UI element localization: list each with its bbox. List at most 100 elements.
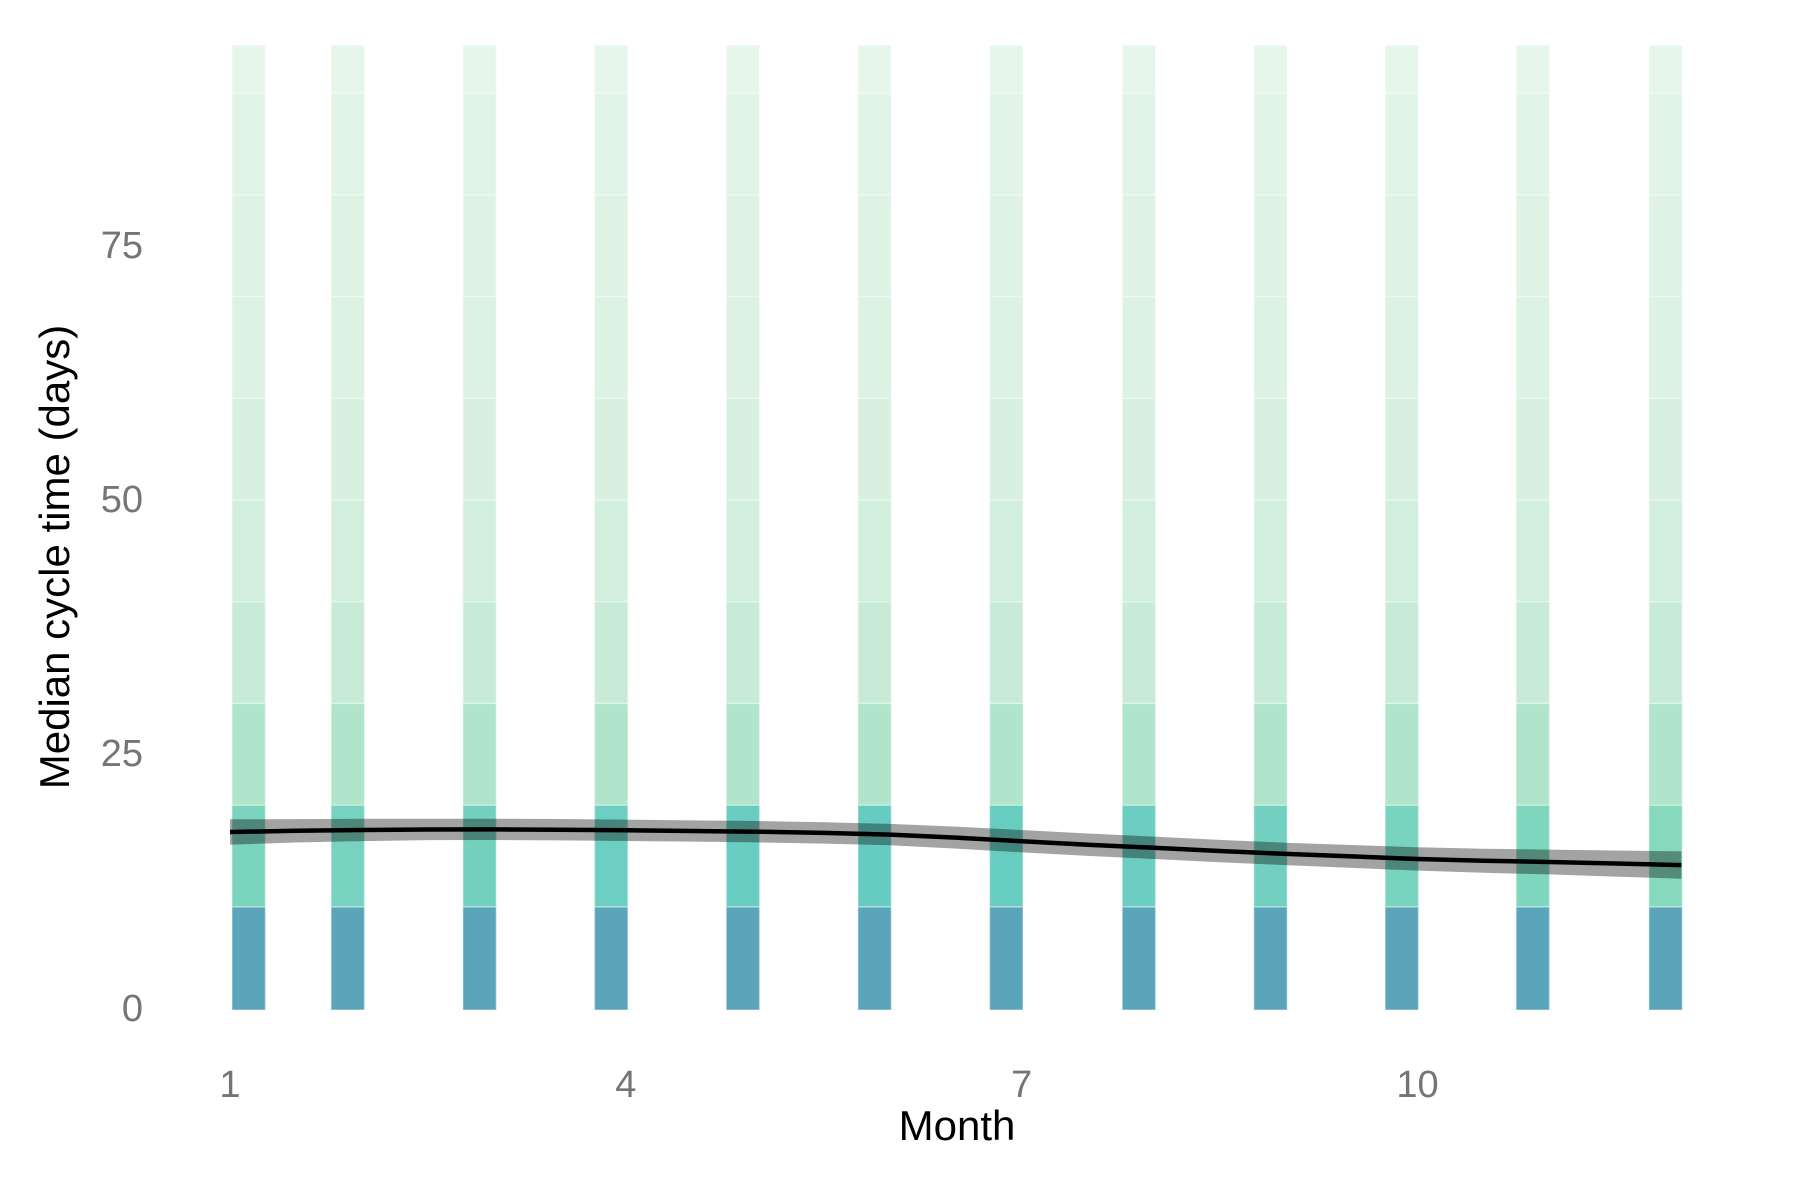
bar-segment — [593, 44, 629, 94]
bar-segment — [1121, 193, 1157, 298]
bar-segment — [1648, 804, 1684, 908]
bar-segment — [988, 92, 1024, 196]
bar-segment — [1384, 295, 1420, 399]
bar-segment — [988, 906, 1024, 1011]
bar-segment — [1121, 702, 1157, 806]
bar-segment — [1253, 702, 1288, 806]
bar-segment — [330, 193, 366, 298]
bar-segment — [1253, 44, 1288, 94]
bar-segment — [231, 193, 267, 298]
bar-segment — [462, 600, 498, 705]
bar-segment — [725, 193, 761, 298]
y-axis-title-text: Median cycle time (days) — [31, 324, 78, 790]
bar-segment — [1648, 906, 1684, 1011]
x-axis-title: Month — [898, 1102, 1016, 1149]
bar-segment — [462, 193, 498, 298]
bar-segment — [1648, 44, 1684, 94]
bar-segment — [462, 295, 498, 399]
bar-segment — [988, 397, 1024, 501]
bar-segment — [725, 804, 761, 908]
bar-segment — [1648, 92, 1684, 196]
bar-segment — [593, 193, 629, 298]
bar-segment — [1121, 499, 1157, 603]
bar-segment — [231, 92, 267, 196]
bar-segment — [1384, 499, 1420, 603]
bar-segment — [1121, 44, 1157, 94]
bar-segment — [1384, 600, 1420, 705]
bar-segment — [857, 44, 893, 94]
bar-segment — [593, 600, 629, 705]
bar-segment — [593, 702, 629, 806]
bar-segment — [1121, 906, 1157, 1011]
bar-segment — [1384, 702, 1420, 806]
bar-segment — [1121, 295, 1157, 399]
bar-segment — [725, 92, 761, 196]
y-tick-label: 0 — [121, 987, 143, 1030]
bar-segment — [857, 702, 893, 806]
bar-segment — [725, 499, 761, 603]
bar-segment — [330, 804, 366, 908]
bar-segment — [462, 499, 498, 603]
bar-segment — [1253, 193, 1288, 298]
bar-segment — [857, 92, 893, 196]
bar-segment — [1253, 92, 1288, 196]
x-tick-label: 7 — [1011, 1064, 1033, 1106]
bar-segment — [231, 906, 267, 1011]
bar-segment — [857, 193, 893, 298]
bar-segment — [330, 92, 366, 196]
bar-segment — [725, 397, 761, 501]
bar-segment — [1121, 804, 1157, 908]
bar-segment — [857, 906, 893, 1011]
bar-segment — [1648, 193, 1684, 298]
bar-segment — [593, 499, 629, 603]
bar-segment — [1121, 600, 1157, 705]
bar-segment — [1253, 295, 1288, 399]
bar-segment — [330, 702, 366, 806]
bar-segment — [725, 906, 761, 1011]
bar-segment — [231, 295, 267, 399]
bar-segment — [1515, 295, 1551, 399]
bar-segment — [1253, 499, 1288, 603]
bar-segment — [1121, 92, 1157, 196]
bar-segment — [1648, 397, 1684, 501]
bar-segment — [725, 44, 761, 94]
bar-segment — [1515, 804, 1551, 908]
confidence-ribbon — [230, 818, 1682, 879]
bar-segment — [462, 702, 498, 806]
bar-segment — [231, 44, 267, 94]
bar-segment — [330, 295, 366, 399]
bar-segment — [1515, 397, 1551, 501]
bar-segment — [988, 193, 1024, 298]
bar-segment — [1121, 397, 1157, 501]
bar-segment — [1515, 906, 1551, 1011]
bar-segment — [1515, 702, 1551, 806]
bar-segment — [231, 600, 267, 705]
bar-segment — [1253, 906, 1288, 1011]
bar-segment — [988, 600, 1024, 705]
x-tick-label: 4 — [615, 1064, 637, 1106]
bar-segment — [462, 397, 498, 501]
bar-segment — [330, 499, 366, 603]
bar-segment — [330, 397, 366, 501]
bar-segment — [1648, 499, 1684, 603]
y-tick-label: 25 — [100, 733, 143, 776]
bar-segment — [725, 600, 761, 705]
bar-segment — [462, 906, 498, 1011]
y-tick-label: 75 — [100, 224, 143, 267]
smooth-line — [229, 827, 1682, 868]
bar-segment — [1515, 193, 1551, 298]
bar-segment — [988, 295, 1024, 399]
bar-segment — [593, 804, 629, 908]
bar-segment — [593, 295, 629, 399]
bar-segment — [857, 600, 893, 705]
bar-segment — [462, 92, 498, 196]
bar-segment — [462, 44, 498, 94]
bar-segment — [231, 499, 267, 603]
bar-segment — [231, 804, 267, 908]
bar-segment — [593, 906, 629, 1011]
bar-segment — [725, 702, 761, 806]
x-tick-label: 10 — [1396, 1064, 1439, 1106]
bar-segment — [988, 702, 1024, 806]
